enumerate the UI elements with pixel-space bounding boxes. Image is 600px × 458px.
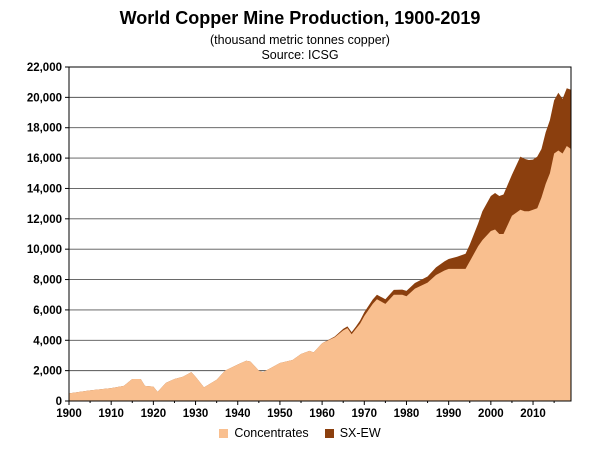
legend-label-sxew: SX-EW [339,426,381,440]
x-tick-label-2: 1920 [141,408,167,420]
x-tick-label-8: 1980 [394,408,420,420]
legend-swatch-concentrates [219,428,229,438]
chart-title: World Copper Mine Production, 1900-2019 [119,8,481,28]
x-tick-label-11: 2010 [520,408,546,420]
y-tick-label-1: 2,000 [33,366,62,378]
chart-source: Source: ICSG [261,48,339,62]
x-tick-label-9: 1990 [436,408,462,420]
y-tick-label-6: 12,000 [27,214,62,226]
x-tick-label-10: 2000 [478,408,504,420]
chart-subtitle: (thousand metric tonnes copper) [210,33,390,47]
legend-item-concentrates: Concentrates [219,426,309,440]
legend-label-concentrates: Concentrates [234,426,309,440]
y-tick-label-10: 20,000 [27,92,62,104]
plot-frame [68,66,572,402]
x-tick-label-6: 1960 [309,408,335,420]
y-tick-label-8: 16,000 [27,153,62,165]
legend-item-sxew: SX-EW [324,426,381,440]
x-tick-label-5: 1950 [267,408,293,420]
area-concentrates [69,145,571,401]
y-tick-label-2: 4,000 [33,335,62,347]
y-tick-label-0: 0 [56,396,62,408]
x-tick-label-3: 1930 [183,408,209,420]
legend-swatch-sxew [324,428,334,438]
y-tick-label-9: 18,000 [27,123,62,135]
x-tick-label-1: 1910 [98,408,124,420]
x-tick-label-4: 1940 [225,408,251,420]
y-tick-label-5: 10,000 [27,244,62,256]
x-tick-label-0: 1900 [56,408,82,420]
y-tick-label-4: 8,000 [33,275,62,287]
y-tick-label-3: 6,000 [33,305,62,317]
x-tick-label-7: 1970 [351,408,377,420]
y-tick-label-11: 22,000 [27,62,62,74]
chart-legend: Concentrates SX-EW [0,426,600,440]
y-tick-label-7: 14,000 [27,183,62,195]
